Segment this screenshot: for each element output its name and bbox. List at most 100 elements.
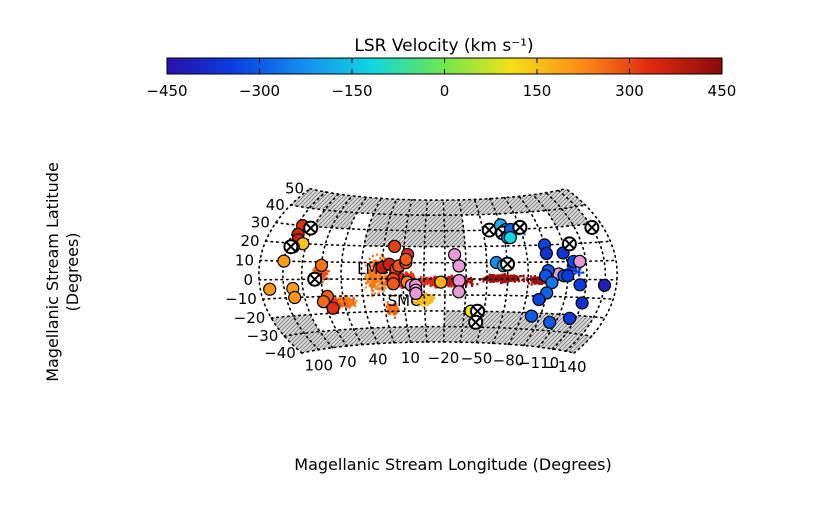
emission-pixel [345,296,348,299]
lon-tick-label: −110 [518,354,559,372]
emission-pixel [508,278,511,281]
lon-gridline [458,199,467,343]
emission-pixel [375,280,379,284]
lon-tick-label: −50 [461,350,493,368]
emission-pixel [393,316,396,319]
emission-pixel [420,297,423,301]
emission-pixel [512,274,515,277]
emission-pixel [450,283,453,286]
emission-pixel [577,271,580,274]
emission-pixel [376,253,379,256]
emission-pixel [571,270,574,273]
emission-pixel [374,262,377,265]
emission-pixel [396,306,399,309]
lon-tick-label: −20 [428,349,460,367]
emission-pixel [431,277,434,280]
emission-pixel [367,280,370,283]
emission-pixel [374,287,378,290]
emission-pixel [365,282,368,285]
emission-pixel [345,298,348,301]
emission-pixel [345,302,348,305]
emission-pixel [495,279,498,282]
non-detection-marker [500,256,515,272]
emission-pixel [385,276,388,279]
emission-pixel [369,269,372,272]
emission-pixel [422,295,425,298]
emission-pixel [522,275,525,278]
lon-gridline [545,192,588,350]
emission-pixel [451,281,454,284]
non-detection-marker [470,303,485,319]
emission-pixel [376,274,380,277]
emission-pixel [466,279,469,282]
emission-pixel [338,300,341,303]
sightline-marker [573,278,587,292]
emission-pixel [430,279,433,282]
emission-pixel [373,280,376,283]
emission-pixel [500,276,503,279]
emission-pixel [536,278,539,281]
emission-pixel [374,259,377,262]
emission-pixel [428,302,431,305]
emission-pixel [351,304,354,307]
emission-pixel [365,275,368,278]
emission-pixel [470,282,473,285]
sightline-marker [277,254,291,268]
emission-pixel [318,272,322,275]
tick-labels: 100 70 40 10 −20 −50 −80−110−14050403020100−10… [225,180,586,377]
masked-region [313,209,357,229]
emission-pixel [569,266,572,269]
emission-pixel [379,279,382,282]
emission-pixel [387,311,390,314]
emission-pixel [500,279,504,282]
emission-pixel [404,273,407,276]
emission-pixel [371,254,374,258]
emission-pixel [372,269,376,272]
emission-pixel [421,280,424,283]
emission-pixel [465,284,468,287]
emission-pixel [530,283,533,286]
emission-pixel [531,281,534,284]
sightline-marker [575,296,589,310]
emission-pixel [372,264,375,267]
emission-pixel [380,279,383,282]
lon-gridline [340,196,368,346]
emission-pixel [341,298,344,301]
emission-pixel [372,259,375,262]
emission-pixel [340,296,343,299]
emission-pixel [385,280,388,283]
emission-pixel [366,278,369,281]
emission-pixel [446,282,449,285]
emission-pixel [497,275,500,278]
emission-pixel [468,281,471,284]
emission-pixel [321,277,324,280]
emission-pixel [481,277,484,280]
emission-pixel [516,276,519,279]
sightline-marker [532,292,546,307]
colorbar-tick-label: −450 [146,82,187,100]
emission-pixel [382,282,385,286]
sightline-marker [288,290,302,305]
emission-pixel [380,258,383,262]
emission-pixel [450,282,453,285]
emission-pixel [365,278,368,281]
emission-pixel [339,303,342,306]
lat-tick-label: −20 [234,309,266,327]
emission-pixel [314,267,317,270]
emission-pixel [312,268,315,271]
sightline-marker [597,278,612,292]
emission-pixel [371,274,374,277]
emission-pixel [500,273,503,276]
sightline-marker [434,275,448,289]
emission-pixel [538,276,541,279]
lon-gridline [320,195,354,347]
emission-pixel [425,301,428,304]
emission-pixel [342,300,345,303]
emission-pixel [449,275,452,278]
emission-pixel [511,274,514,277]
emission-pixel [321,270,325,273]
emission-pixel [487,275,490,278]
emission-pixel [392,311,395,314]
emission-pixel [393,302,396,305]
emission-pixel [539,280,542,283]
